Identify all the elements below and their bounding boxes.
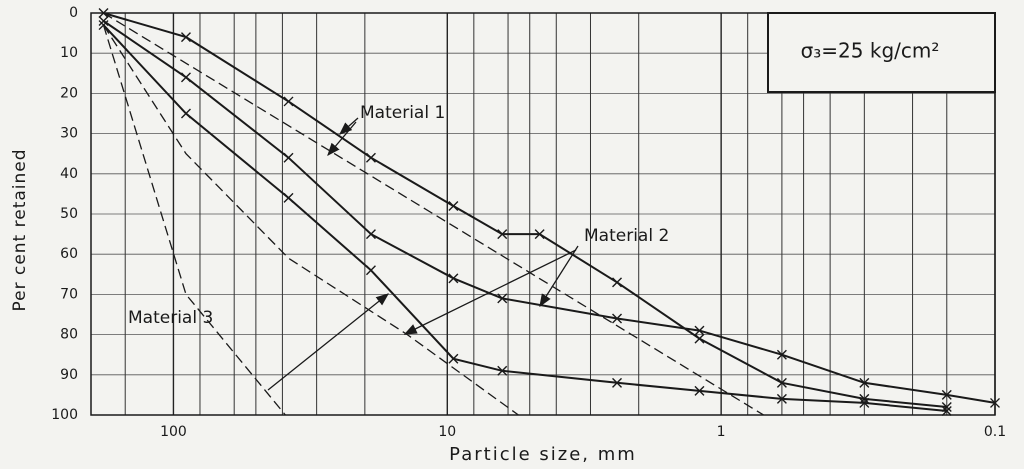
data-point — [98, 20, 109, 31]
y-tick-label: 20 — [60, 85, 78, 101]
y-tick-label: 0 — [69, 5, 78, 21]
data-point — [448, 200, 459, 211]
arrow — [267, 293, 390, 391]
x-tick-label: 0.1 — [984, 424, 1006, 440]
data-point — [365, 265, 376, 276]
series-line — [102, 24, 519, 416]
arrow — [539, 245, 579, 308]
data-point — [98, 16, 109, 27]
data-point — [776, 393, 787, 404]
y-tick-label: 10 — [60, 45, 78, 61]
y-tick-label: 50 — [60, 206, 78, 222]
x-axis-title: Particle size, mm — [449, 444, 637, 465]
data-point — [283, 192, 294, 203]
data-point — [859, 377, 870, 388]
y-tick-label: 90 — [60, 367, 78, 383]
x-tick-label: 10 — [438, 424, 456, 440]
condition-text: σ₃=25 kg/cm² — [801, 39, 940, 63]
plot-frame — [90, 12, 996, 416]
series-line — [102, 20, 996, 404]
data-point — [497, 229, 508, 240]
y-tick-label: 60 — [60, 246, 78, 262]
annotation: Material 2 — [584, 226, 669, 246]
annotation: Material 1 — [360, 103, 445, 123]
y-tick-label: 30 — [60, 126, 78, 142]
data-point — [859, 397, 870, 408]
y-axis-title: Per cent retained — [10, 148, 30, 311]
data-point — [612, 277, 623, 288]
data-point — [497, 365, 508, 376]
data-point — [365, 152, 376, 163]
arrow — [339, 117, 359, 135]
data-point — [180, 72, 191, 83]
series-line — [103, 12, 947, 408]
data-point — [612, 313, 623, 324]
series-line — [102, 24, 286, 416]
data-point — [776, 377, 787, 388]
x-tick-label: 100 — [160, 424, 187, 440]
data-point — [180, 108, 191, 119]
annotation: Material 3 — [128, 308, 213, 328]
data-point — [497, 293, 508, 304]
y-tick-label: 80 — [60, 327, 78, 343]
data-point — [448, 273, 459, 284]
data-point — [694, 385, 705, 396]
data-point — [283, 152, 294, 163]
data-point — [941, 405, 952, 416]
data-point — [534, 229, 545, 240]
data-point — [612, 377, 623, 388]
data-point — [365, 229, 376, 240]
arrow — [403, 249, 577, 335]
data-point — [180, 32, 191, 43]
data-point — [941, 389, 952, 400]
y-tick-label: 40 — [60, 166, 78, 182]
data-point — [694, 333, 705, 344]
y-tick-label: 70 — [60, 286, 78, 302]
data-point — [283, 96, 294, 107]
data-point — [448, 353, 459, 364]
arrow — [327, 121, 357, 156]
data-point — [694, 325, 705, 336]
x-tick-label: 1 — [717, 424, 726, 440]
series-line — [103, 12, 764, 416]
y-tick-label: 100 — [51, 407, 78, 423]
plot — [98, 8, 1000, 416]
data-point — [776, 349, 787, 360]
condition-box — [767, 12, 996, 93]
